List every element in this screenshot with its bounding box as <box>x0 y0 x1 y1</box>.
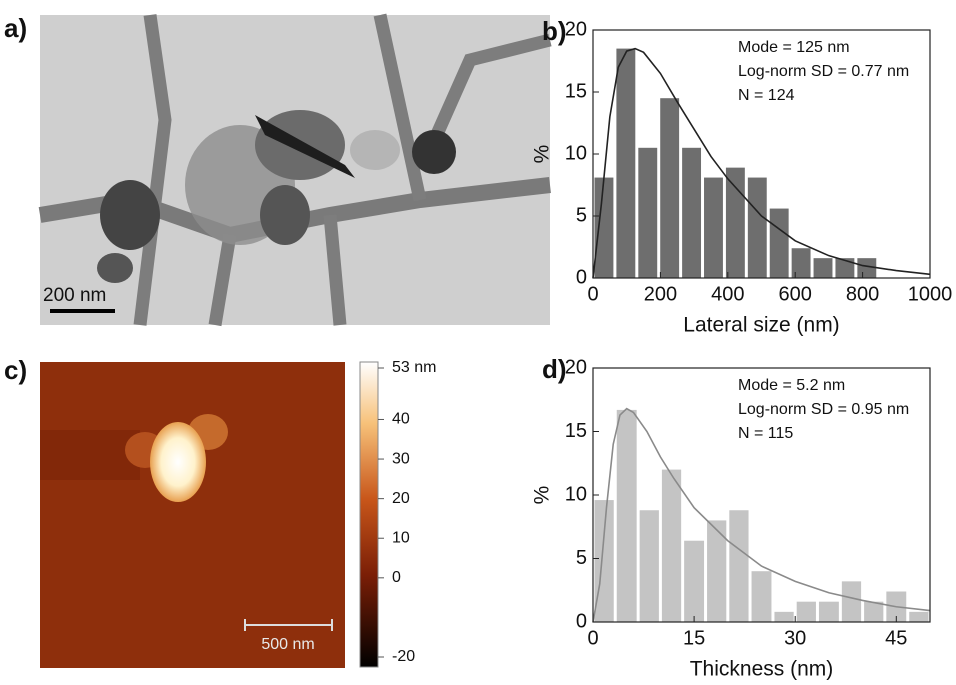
scale-bar-label: 200 nm <box>43 285 106 306</box>
bar <box>616 48 636 278</box>
y-tick-label: 20 <box>565 18 587 40</box>
x-tick-label: 400 <box>711 283 744 305</box>
bar <box>909 611 929 622</box>
bar <box>639 510 659 622</box>
bar <box>704 177 723 278</box>
panel-label: c) <box>4 355 27 385</box>
panel-label: a) <box>4 13 27 43</box>
colorbar-tick-label: 0 <box>392 569 401 586</box>
bar <box>813 258 833 278</box>
annotation: Mode = 125 nm <box>738 39 850 56</box>
bar <box>594 177 614 278</box>
panel-label: b) <box>542 16 567 46</box>
bar <box>751 571 772 622</box>
y-tick-label: 0 <box>576 610 587 632</box>
bar <box>841 581 862 622</box>
x-tick-label: 45 <box>885 627 907 649</box>
y-tick-label: 5 <box>576 547 587 569</box>
x-tick-label: 30 <box>784 627 806 649</box>
x-tick-label: 15 <box>683 627 705 649</box>
bar <box>660 98 680 278</box>
tem-image: 200 nm <box>38 13 552 327</box>
bar <box>857 258 877 278</box>
y-tick-label: 20 <box>565 356 587 378</box>
bar <box>796 601 816 622</box>
y-tick-label: 5 <box>576 204 587 226</box>
annotation: Log-norm SD = 0.95 nm <box>738 401 909 418</box>
bar <box>729 510 749 622</box>
bar <box>638 147 658 278</box>
x-axis-label: Lateral size (nm) <box>683 314 839 337</box>
bar <box>594 500 614 622</box>
bar <box>682 147 702 278</box>
annotation: Mode = 5.2 nm <box>738 377 845 394</box>
y-axis-label: % <box>531 486 554 505</box>
y-axis-label: % <box>531 145 554 164</box>
x-tick-label: 0 <box>587 283 598 305</box>
annotation: N = 115 <box>738 425 793 442</box>
bar <box>684 540 705 622</box>
fit-curve <box>592 407 931 623</box>
bar <box>725 167 745 278</box>
colorbar-tick-label: 30 <box>392 450 410 467</box>
fit-curve <box>592 47 931 279</box>
bar <box>661 469 682 622</box>
x-tick-label: 200 <box>644 283 677 305</box>
y-tick-label: 15 <box>565 80 587 102</box>
y-tick-label: 10 <box>565 483 587 505</box>
y-tick-label: 0 <box>576 266 587 288</box>
x-tick-label: 1000 <box>908 283 953 305</box>
bar <box>791 248 811 278</box>
scale-bar-label: 500 nm <box>261 636 314 653</box>
colorbar-tick-label: 53 nm <box>392 359 436 376</box>
bar <box>818 601 839 622</box>
colorbar-tick-label: 40 <box>392 411 410 428</box>
bar <box>835 258 855 278</box>
bar <box>616 409 637 622</box>
bar <box>707 520 727 622</box>
bar <box>774 611 794 622</box>
x-tick-label: 800 <box>846 283 879 305</box>
bar <box>769 208 789 278</box>
x-axis-label: Thickness (nm) <box>690 658 834 681</box>
bar <box>747 177 767 278</box>
colorbar-tick-label: 10 <box>392 529 410 546</box>
x-tick-label: 0 <box>587 627 598 649</box>
x-tick-label: 600 <box>779 283 812 305</box>
colorbar-tick-label: -20 <box>392 648 415 665</box>
panel-label: d) <box>542 354 567 384</box>
bar <box>864 601 884 622</box>
y-tick-label: 10 <box>565 142 587 164</box>
y-tick-label: 15 <box>565 420 587 442</box>
annotation: Log-norm SD = 0.77 nm <box>738 63 909 80</box>
afm-image: 500 nm <box>40 361 379 668</box>
colorbar-tick-label: 20 <box>392 490 410 507</box>
annotation: N = 124 <box>738 87 795 104</box>
